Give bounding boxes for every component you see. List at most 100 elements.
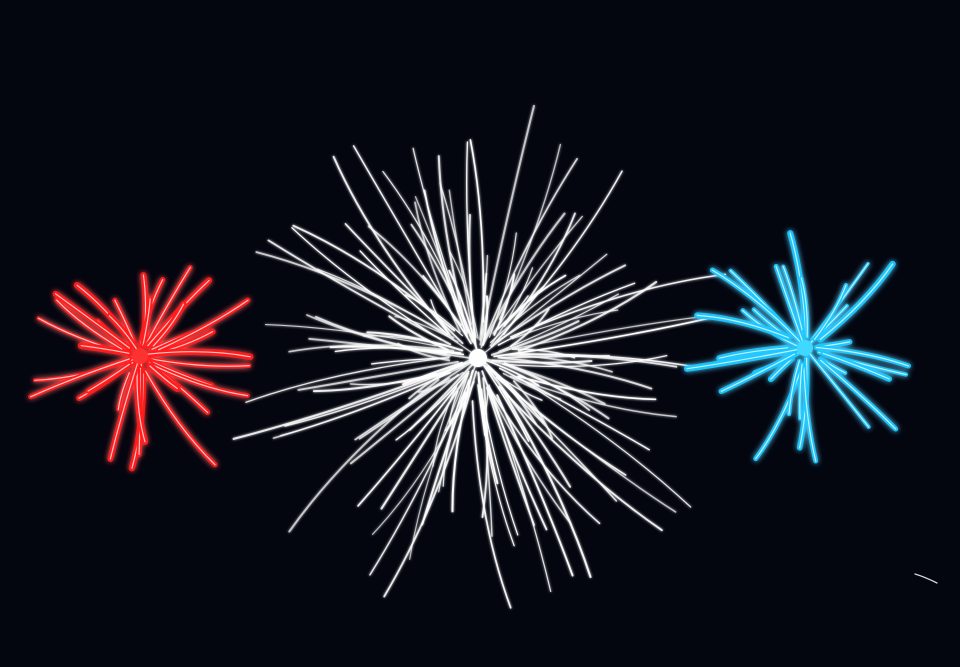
white-firework-streak [496, 264, 627, 343]
white-firework-streak [316, 268, 474, 354]
white-firework-streak [449, 250, 479, 340]
white-firework-streak [422, 275, 472, 345]
white-firework-streak [490, 320, 580, 356]
white-firework-streak [383, 370, 477, 598]
white-firework-streak [402, 361, 463, 386]
white-firework-streak [500, 386, 592, 579]
white-firework-streak [288, 344, 455, 353]
white-firework-streak [517, 280, 658, 352]
blue-firework-streak-highlight [718, 347, 789, 359]
red-firework-streak-highlight [80, 345, 130, 354]
red-firework-streak-highlight [109, 361, 139, 460]
white-firework-streak [498, 293, 620, 353]
white-firework-streak [489, 267, 534, 347]
white-firework-streak [471, 400, 512, 609]
white-firework-streak [432, 384, 458, 467]
blue-firework-streak-highlight [822, 352, 890, 380]
white-firework-streak [480, 254, 489, 336]
white-firework-streak [497, 282, 636, 346]
red-firework-streak-highlight [147, 351, 251, 358]
white-firework-streak [517, 375, 657, 401]
white-firework-streak [438, 379, 470, 493]
blue-firework [683, 230, 912, 464]
blue-firework-streak-highlight [720, 353, 796, 392]
blue-firework-streak-highlight [803, 365, 817, 462]
white-firework-streak [382, 170, 477, 348]
white-firework-streak [272, 371, 452, 439]
white-firework-streak [484, 253, 608, 353]
blue-firework-streak-highlight [814, 284, 847, 340]
red-firework-streak-highlight [146, 357, 250, 367]
white-firework-streak [344, 223, 464, 345]
blue-firework-streak-highlight [820, 359, 897, 430]
blue-firework-core [797, 340, 813, 356]
white-firework-streak [366, 331, 464, 352]
blue-firework-streak-highlight [799, 363, 803, 420]
white-firework-streak [408, 361, 475, 431]
white-firework-streak [496, 394, 574, 577]
white-firework-streak [481, 370, 548, 531]
white-firework-streak [267, 239, 452, 346]
white-firework-streak [354, 362, 471, 441]
white-firework-streak [488, 232, 517, 338]
white-firework-streak [502, 212, 576, 336]
red-firework-streak-highlight [144, 266, 191, 347]
blue-firework-streak-highlight [782, 266, 803, 331]
red-firework-streak-highlight [158, 299, 249, 351]
white-firework-streak [469, 139, 485, 323]
white-firework-streak [503, 363, 610, 420]
white-firework-streak [498, 385, 663, 532]
red-firework-streak-highlight [114, 299, 135, 342]
blue-firework-streak-highlight [815, 346, 909, 367]
white-firework-streak [409, 379, 466, 560]
red-firework-streak-highlight [117, 372, 130, 411]
white-firework-streak [468, 213, 477, 347]
white-firework-streak [477, 384, 515, 547]
white-firework-streak [380, 372, 470, 510]
red-firework-streak-highlight [142, 298, 151, 346]
white-firework-streak [370, 357, 450, 365]
white-firework-streak [442, 374, 469, 487]
red-firework-streak-highlight [136, 369, 146, 443]
white-firework-streak [510, 308, 550, 348]
white-firework-streak [334, 347, 462, 354]
white-firework-streak [439, 182, 477, 339]
white-firework-streak [490, 170, 623, 348]
red-firework-streak-highlight [148, 359, 213, 386]
white-firework-streak [493, 273, 516, 336]
white-firework-streak [511, 353, 700, 369]
red-firework-streak-highlight [30, 358, 130, 398]
white-firework-streak [255, 251, 455, 339]
blue-firework-streak-highlight [770, 358, 793, 380]
white-firework-streak [245, 357, 445, 403]
white-firework-streak [482, 212, 566, 345]
white-firework-streak [485, 366, 572, 488]
white-firework-streak [483, 358, 540, 387]
white-firework-streak [395, 370, 470, 441]
white-firework-streak [504, 354, 613, 373]
white-firework-core [469, 349, 487, 367]
white-firework-streak [357, 386, 457, 507]
red-firework-streak-highlight [54, 293, 130, 349]
white-firework-streak [404, 294, 463, 337]
white-firework-streak [493, 317, 712, 358]
white-firework-streak [486, 386, 535, 527]
red-firework-streak-highlight [108, 315, 139, 352]
white-firework-streak [492, 215, 583, 335]
stray-spark [914, 573, 938, 584]
blue-firework-streak-highlight [800, 277, 808, 338]
white-firework-streak [497, 356, 653, 390]
white-firework-streak [485, 358, 606, 405]
white-firework-streak [388, 315, 449, 351]
red-firework-streak-highlight [56, 299, 123, 350]
white-firework-streak [437, 155, 466, 323]
white-firework-streak [477, 371, 499, 485]
red-firework-core [132, 348, 148, 364]
white-firework-streak [488, 387, 601, 525]
white-firework-streak [500, 355, 610, 359]
red-firework-streak-highlight [145, 370, 216, 466]
white-firework-streak [509, 273, 727, 338]
white-firework-streak [349, 373, 460, 465]
